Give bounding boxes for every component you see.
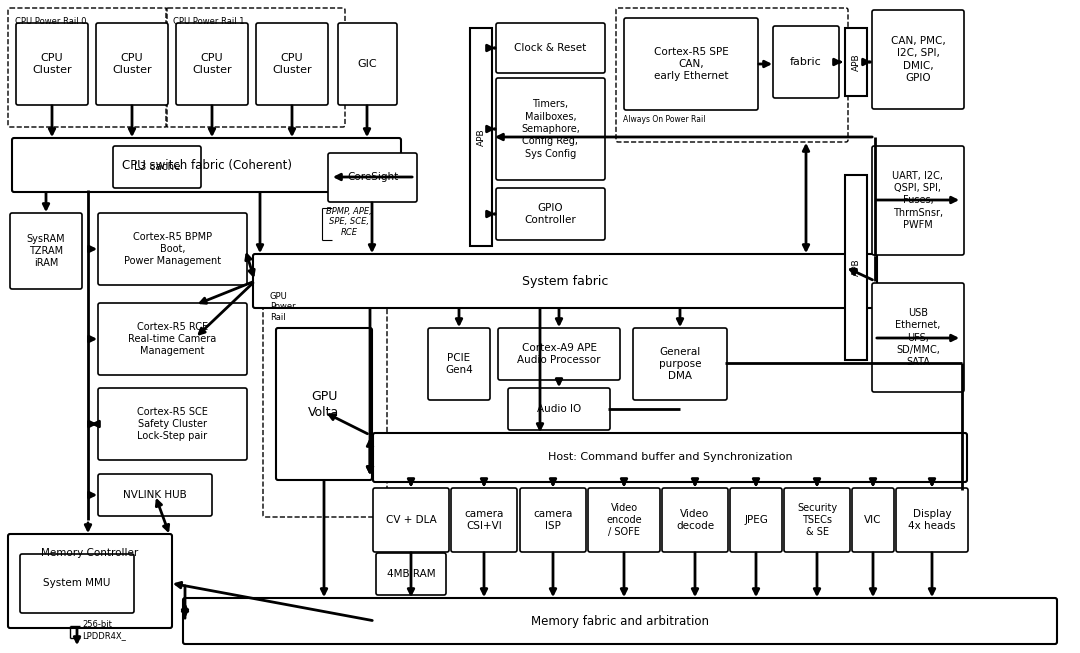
Text: Always On Power Rail: Always On Power Rail [623,115,705,124]
Text: Cortex-R5 SPE
CAN,
early Ethernet: Cortex-R5 SPE CAN, early Ethernet [653,46,728,82]
Text: CV + DLA: CV + DLA [386,515,436,525]
FancyBboxPatch shape [338,23,397,105]
Text: Cortex-R5 BPMP
Boot,
Power Management: Cortex-R5 BPMP Boot, Power Management [124,232,221,266]
FancyBboxPatch shape [496,23,605,73]
Text: GPIO
Controller: GPIO Controller [525,203,577,225]
FancyBboxPatch shape [451,488,517,552]
Text: camera
CSI+VI: camera CSI+VI [464,509,503,531]
Text: Memory fabric and arbitration: Memory fabric and arbitration [531,614,708,628]
Text: CAN, PMC,
I2C, SPI,
DMIC,
GPIO: CAN, PMC, I2C, SPI, DMIC, GPIO [891,36,945,83]
Text: Host: Command buffer and Synchronization: Host: Command buffer and Synchronization [548,453,793,462]
FancyBboxPatch shape [10,213,82,289]
FancyBboxPatch shape [21,554,134,613]
Text: fabric: fabric [791,57,822,67]
FancyBboxPatch shape [98,213,247,285]
Text: Security
TSECs
& SE: Security TSECs & SE [797,503,837,537]
Text: CPU
Cluster: CPU Cluster [32,53,71,75]
FancyBboxPatch shape [16,23,87,105]
Text: Cortex-R5 RCE
Real-time Camera
Management: Cortex-R5 RCE Real-time Camera Managemen… [129,321,217,357]
FancyBboxPatch shape [96,23,168,105]
FancyBboxPatch shape [376,553,446,595]
Text: Timers,
Mailboxes,
Semaphore,
Config Reg,
Sys Config: Timers, Mailboxes, Semaphore, Config Reg… [521,99,580,159]
FancyBboxPatch shape [98,388,247,460]
Text: System MMU: System MMU [43,579,110,588]
Text: Memory Controller: Memory Controller [41,548,138,558]
FancyBboxPatch shape [872,146,964,255]
Text: camera
ISP: camera ISP [534,509,572,531]
FancyBboxPatch shape [183,598,1057,644]
Text: Video
decode: Video decode [676,509,714,531]
FancyBboxPatch shape [373,488,449,552]
Text: GIC: GIC [357,59,377,69]
FancyBboxPatch shape [113,146,201,188]
FancyBboxPatch shape [8,534,172,628]
FancyBboxPatch shape [496,188,605,240]
Text: PCIE
Gen4: PCIE Gen4 [445,353,473,375]
FancyBboxPatch shape [253,254,877,308]
Text: BPMP, APE,
SPE, SCE,
RCE: BPMP, APE, SPE, SCE, RCE [326,207,372,237]
FancyBboxPatch shape [98,303,247,375]
Text: VIC: VIC [864,515,881,525]
Text: GPU
Power
Rail: GPU Power Rail [270,292,296,322]
Bar [845,28,867,96]
FancyBboxPatch shape [276,328,372,480]
Text: CPU
Cluster: CPU Cluster [192,53,232,75]
FancyBboxPatch shape [784,488,850,552]
Text: APB: APB [851,259,861,276]
Text: 256-bit
LPDDR4X_: 256-bit LPDDR4X_ [82,620,126,640]
FancyBboxPatch shape [428,328,490,400]
FancyBboxPatch shape [633,328,727,400]
Text: CPU
Cluster: CPU Cluster [112,53,152,75]
FancyBboxPatch shape [496,78,605,180]
Text: Cortex-R5 SCE
Safety Cluster
Lock-Step pair: Cortex-R5 SCE Safety Cluster Lock-Step p… [137,407,208,441]
FancyBboxPatch shape [328,153,417,202]
FancyBboxPatch shape [730,488,782,552]
Text: NVLINK HUB: NVLINK HUB [123,490,187,500]
Text: Clock & Reset: Clock & Reset [514,43,586,53]
Text: JPEG: JPEG [744,515,768,525]
FancyBboxPatch shape [176,23,248,105]
Text: APB: APB [851,53,861,71]
Text: CPU switch fabric (Coherent): CPU switch fabric (Coherent) [121,159,292,172]
FancyBboxPatch shape [256,23,328,105]
Text: CoreSight: CoreSight [347,172,399,182]
Text: USB
Ethernet,
UFS,
SD/MMC,
SATA: USB Ethernet, UFS, SD/MMC, SATA [895,308,941,367]
FancyBboxPatch shape [896,488,968,552]
FancyBboxPatch shape [773,26,839,98]
FancyBboxPatch shape [508,388,610,430]
Text: CPU
Cluster: CPU Cluster [272,53,312,75]
FancyBboxPatch shape [588,488,660,552]
Text: Video
encode
/ SOFE: Video encode / SOFE [606,503,642,537]
Bar [845,175,867,360]
Text: UART, I2C,
QSPI, SPI,
Fuses,
ThrmSnsr,
PWFM: UART, I2C, QSPI, SPI, Fuses, ThrmSnsr, P… [892,170,944,231]
Text: CPU Power Rail 1: CPU Power Rail 1 [173,17,244,26]
Text: Cortex-A9 APE
Audio Processor: Cortex-A9 APE Audio Processor [517,343,600,365]
Text: Display
4x heads: Display 4x heads [908,509,956,531]
Bar [470,28,492,246]
Text: GPU
Volta: GPU Volta [309,389,339,419]
FancyBboxPatch shape [519,488,586,552]
Text: APB: APB [476,128,486,146]
Text: CPU Power Rail 0: CPU Power Rail 0 [15,17,86,26]
FancyBboxPatch shape [12,138,401,192]
FancyBboxPatch shape [373,433,967,482]
FancyBboxPatch shape [624,18,758,110]
Text: SysRAM
TZRAM
iRAM: SysRAM TZRAM iRAM [27,234,65,268]
FancyBboxPatch shape [498,328,620,380]
FancyBboxPatch shape [872,10,964,109]
Text: L3 cache: L3 cache [134,162,180,172]
FancyBboxPatch shape [852,488,894,552]
FancyBboxPatch shape [872,283,964,392]
Text: 4MB RAM: 4MB RAM [387,569,435,579]
Text: General
purpose
DMA: General purpose DMA [659,347,701,381]
FancyBboxPatch shape [662,488,728,552]
FancyBboxPatch shape [98,474,212,516]
Text: Audio IO: Audio IO [537,404,581,414]
Text: System fabric: System fabric [522,274,608,287]
